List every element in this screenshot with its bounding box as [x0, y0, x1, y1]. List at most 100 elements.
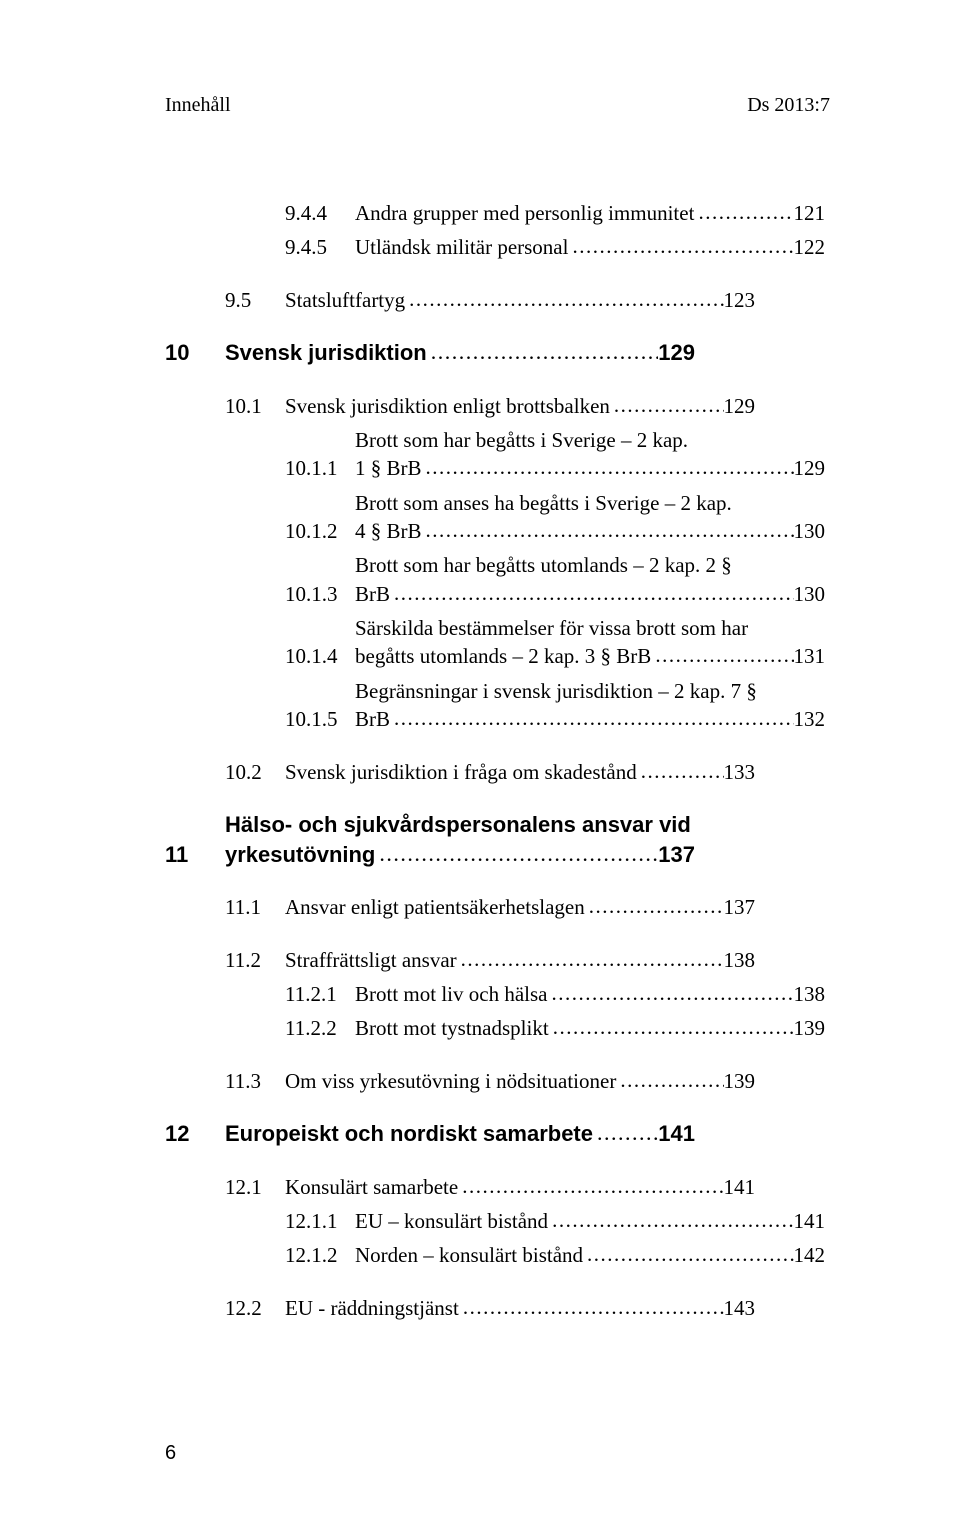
- toc-entry-text: Svensk jurisdiktion i fråga om skadestån…: [285, 758, 637, 786]
- toc-block: 9.5Statsluftfartyg......................…: [165, 286, 830, 314]
- toc-entry-text: Brott mot liv och hälsa: [355, 980, 547, 1008]
- toc-row: 11.2Straffrättsligt ansvar..............…: [165, 946, 830, 974]
- toc-entry-number: 11.2: [225, 946, 285, 974]
- toc-leader-dots: ........................................…: [422, 516, 794, 544]
- toc-entry-text: Svensk jurisdiktion enligt brottsbalken: [285, 392, 610, 420]
- toc-entry-page: 141: [724, 1173, 756, 1201]
- toc-block: 11.1Ansvar enligt patientsäkerhetslagen.…: [165, 893, 830, 921]
- toc-entry-number: 11.3: [225, 1067, 285, 1095]
- toc-entry-number: 9.5: [225, 286, 285, 314]
- toc-entry-page: 137: [724, 893, 756, 921]
- toc-entry-text-line: Begränsningar i svensk jurisdiktion – 2 …: [355, 677, 825, 705]
- toc-entry-page: 141: [658, 1119, 695, 1149]
- toc-entry-text: Europeiskt och nordiskt samarbete: [225, 1119, 593, 1149]
- toc-entry-label: Straffrättsligt ansvar..................…: [285, 946, 755, 974]
- toc-entry-lastline: Svensk jurisdiktion enligt brottsbalken.…: [285, 392, 755, 420]
- toc-entry-page: 141: [794, 1207, 826, 1235]
- toc-entry-lastline: Svensk jurisdiktion.....................…: [225, 338, 695, 368]
- toc-entry-text-line: Brott som har begåtts utomlands – 2 kap.…: [355, 551, 825, 579]
- toc-leader-dots: ........................................…: [458, 1172, 723, 1200]
- toc-entry-lastline: Statsluftfartyg.........................…: [285, 286, 755, 314]
- toc-entry-label: Konsulärt samarbete.....................…: [285, 1173, 755, 1201]
- toc-row: 12.1.1EU – konsulärt bistånd............…: [165, 1207, 830, 1235]
- toc-entry-label: EU – konsulärt bistånd..................…: [355, 1207, 825, 1235]
- toc-leader-dots: ........................................…: [390, 579, 793, 607]
- toc-entry-number: 10.1.1: [285, 454, 355, 482]
- toc-leader-dots: ........................................…: [651, 641, 793, 669]
- toc-block: 12.2EU - räddningstjänst................…: [165, 1294, 830, 1322]
- toc-leader-dots: ........................................…: [457, 945, 724, 973]
- toc-row: 12.1.2Norden – konsulärt bistånd........…: [165, 1241, 830, 1269]
- toc-entry-text: 1 § BrB: [355, 454, 422, 482]
- toc-entry-number: 12.1.2: [285, 1241, 355, 1269]
- toc-block: 12.1Konsulärt samarbete.................…: [165, 1173, 830, 1270]
- toc-entry-number: 11.2.1: [285, 980, 355, 1008]
- toc-entry-text: Ansvar enligt patientsäkerhetslagen: [285, 893, 585, 921]
- toc-entry-text: Statsluftfartyg: [285, 286, 405, 314]
- toc-row: 11Hälso- och sjukvårdspersonalens ansvar…: [165, 810, 830, 869]
- toc-block: 9.4.4Andra grupper med personlig immunit…: [165, 199, 830, 262]
- toc-entry-lastline: yrkesutövning...........................…: [225, 840, 695, 870]
- toc-leader-dots: ........................................…: [593, 1118, 658, 1148]
- toc-entry-label: Utländsk militär personal...............…: [355, 233, 825, 261]
- toc-leader-dots: ........................................…: [583, 1240, 793, 1268]
- toc-entry-number: 10.1.4: [285, 642, 355, 670]
- toc-entry-lastline: Straffrättsligt ansvar..................…: [285, 946, 755, 974]
- toc-entry-lastline: Utländsk militär personal...............…: [355, 233, 825, 261]
- toc-entry-page: 142: [794, 1241, 826, 1269]
- toc-entry-label: Statsluftfartyg.........................…: [285, 286, 755, 314]
- toc-entry-label: Norden – konsulärt bistånd..............…: [355, 1241, 825, 1269]
- toc-row: 10.1.3Brott som har begåtts utomlands – …: [165, 551, 830, 608]
- toc-leader-dots: ........................................…: [375, 839, 658, 869]
- toc-row: 9.4.5Utländsk militär personal..........…: [165, 233, 830, 261]
- toc-row: 10.1Svensk jurisdiktion enligt brottsbal…: [165, 392, 830, 420]
- toc-entry-label: Brott mot tystnadsplikt.................…: [355, 1014, 825, 1042]
- toc-entry-lastline: begåtts utomlands – 2 kap. 3 § BrB......…: [355, 642, 825, 670]
- toc-entry-lastline: BrB.....................................…: [355, 705, 825, 733]
- toc-entry-lastline: EU – konsulärt bistånd..................…: [355, 1207, 825, 1235]
- toc-entry-number: 12.2: [225, 1294, 285, 1322]
- toc-entry-text: EU – konsulärt bistånd: [355, 1207, 548, 1235]
- toc-entry-label: Brott mot liv och hälsa.................…: [355, 980, 825, 1008]
- running-head: Innehåll Ds 2013:7: [165, 94, 830, 117]
- toc-entry-label: Brott som har begåtts i Sverige – 2 kap.…: [355, 426, 825, 483]
- toc-row: 10.1.5Begränsningar i svensk jurisdiktio…: [165, 677, 830, 734]
- toc-entry-label: Svensk jurisdiktion.....................…: [225, 338, 695, 368]
- toc-entry-text: Konsulärt samarbete: [285, 1173, 458, 1201]
- toc-leader-dots: ........................................…: [422, 453, 794, 481]
- toc-entry-page: 129: [794, 454, 826, 482]
- toc-entry-text: Andra grupper med personlig immunitet: [355, 199, 694, 227]
- toc-entry-text: Svensk jurisdiktion: [225, 338, 427, 368]
- toc-entry-text: BrB: [355, 580, 390, 608]
- toc-row: 12.2EU - räddningstjänst................…: [165, 1294, 830, 1322]
- toc-entry-label: Andra grupper med personlig immunitet...…: [355, 199, 825, 227]
- toc-entry-text: yrkesutövning: [225, 840, 375, 870]
- toc-entry-page: 133: [724, 758, 756, 786]
- toc-entry-lastline: 1 § BrB.................................…: [355, 454, 825, 482]
- toc-leader-dots: ........................................…: [694, 198, 793, 226]
- toc-leader-dots: ........................................…: [547, 979, 793, 1007]
- toc-entry-label: Svensk jurisdiktion i fråga om skadestån…: [285, 758, 755, 786]
- toc-block: 11.2Straffrättsligt ansvar..............…: [165, 946, 830, 1043]
- toc-entry-number: 10.1.5: [285, 705, 355, 733]
- toc-entry-number: 11: [165, 840, 225, 870]
- toc-entry-lastline: 4 § BrB.................................…: [355, 517, 825, 545]
- toc-entry-page: 139: [794, 1014, 826, 1042]
- toc-entry-text: Straffrättsligt ansvar: [285, 946, 457, 974]
- toc-entry-text: begåtts utomlands – 2 kap. 3 § BrB: [355, 642, 651, 670]
- toc-entry-page: 122: [794, 233, 826, 261]
- toc-leader-dots: ........................................…: [390, 704, 793, 732]
- toc-leader-dots: ........................................…: [405, 285, 723, 313]
- toc-row: 12Europeiskt och nordiskt samarbete.....…: [165, 1119, 830, 1149]
- toc-entry-label: EU - räddningstjänst....................…: [285, 1294, 755, 1322]
- toc-entry-page: 132: [794, 705, 826, 733]
- toc-row: 11.2.1Brott mot liv och hälsa...........…: [165, 980, 830, 1008]
- toc-entry-text: Utländsk militär personal: [355, 233, 568, 261]
- toc-entry-text: Om viss yrkesutövning i nödsituationer: [285, 1067, 616, 1095]
- toc-entry-label: Brott som har begåtts utomlands – 2 kap.…: [355, 551, 825, 608]
- toc-entry-number: 11.2.2: [285, 1014, 355, 1042]
- toc-leader-dots: ........................................…: [616, 1066, 723, 1094]
- toc-entry-number: 10.1: [225, 392, 285, 420]
- toc-entry-number: 9.4.4: [285, 199, 355, 227]
- toc-entry-label: Europeiskt och nordiskt samarbete.......…: [225, 1119, 695, 1149]
